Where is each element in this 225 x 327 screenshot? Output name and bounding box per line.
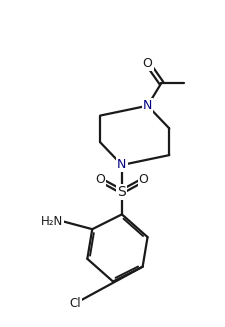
Text: H₂N: H₂N bbox=[40, 215, 62, 228]
Text: O: O bbox=[95, 173, 105, 186]
Text: Cl: Cl bbox=[69, 297, 81, 310]
Text: O: O bbox=[142, 57, 152, 70]
Text: O: O bbox=[138, 173, 148, 186]
Text: N: N bbox=[117, 159, 126, 171]
Text: S: S bbox=[117, 185, 126, 198]
Text: N: N bbox=[142, 99, 152, 112]
